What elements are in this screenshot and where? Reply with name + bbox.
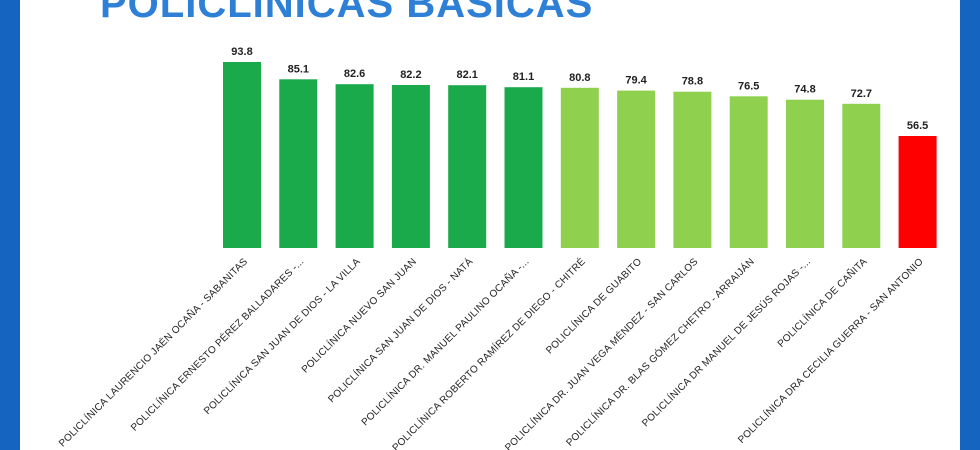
bar-8 — [617, 90, 656, 248]
value-label-6: 81.1 — [513, 71, 534, 83]
bar-6 — [504, 87, 543, 248]
value-label-12: 72.7 — [851, 88, 872, 100]
category-label-4: POLICLÍNICA NUEVO SAN JUAN — [298, 255, 419, 376]
category-label-9: POLICLÍNICA DR. JUAN VEGA MÉNDEZ - SAN C… — [502, 255, 701, 450]
value-label-9: 78.8 — [682, 76, 703, 88]
value-label-7: 80.8 — [569, 72, 590, 84]
value-label-2: 85.1 — [288, 63, 309, 75]
value-label-3: 82.6 — [344, 68, 365, 80]
bar-10 — [729, 96, 768, 248]
category-label-7: POLICLÍNICA ROBERTO RAMÍREZ DE DIEGO - C… — [389, 255, 588, 450]
value-label-5: 82.1 — [456, 69, 477, 81]
value-label-8: 79.4 — [625, 75, 647, 87]
value-label-1: 93.8 — [231, 46, 252, 58]
bar-1 — [223, 62, 261, 248]
bar-2 — [279, 79, 318, 248]
chart-title: POLICLÍNICAS BÁSICAS — [100, 0, 594, 26]
bar-7 — [560, 87, 599, 248]
value-label-11: 74.8 — [794, 84, 815, 96]
value-label-10: 76.5 — [738, 80, 759, 92]
category-label-10: POLICLÍNICA DR. BLAS GÓMEZ CHETRO - ARRA… — [563, 255, 757, 449]
category-label-13: POLICLÍNICA DRA CECILIA GUERRA - SAN ANT… — [735, 255, 926, 446]
bar-9 — [673, 91, 712, 248]
bar-13 — [898, 136, 937, 248]
bar-4 — [391, 85, 430, 248]
bar-3 — [335, 84, 374, 248]
category-label-1: POLICLÍNICA LAURENCIO JAÉN OCAÑA - SABAN… — [56, 255, 251, 450]
value-label-13: 56.5 — [907, 120, 928, 132]
bar-5 — [448, 85, 487, 248]
bar-11 — [786, 99, 824, 248]
category-label-12: POLICLÍNICA DE CAÑITA — [774, 255, 869, 350]
value-label-4: 82.2 — [400, 69, 421, 81]
category-label-8: POLICLÍNICA DE GUABITO — [543, 255, 644, 356]
bar-12 — [842, 103, 881, 248]
